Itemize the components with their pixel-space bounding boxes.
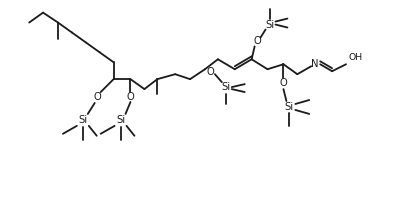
Text: O: O <box>126 92 134 102</box>
Text: O: O <box>93 92 101 102</box>
Text: Si: Si <box>221 82 230 92</box>
Text: Si: Si <box>78 115 87 125</box>
Text: O: O <box>253 37 261 47</box>
Text: O: O <box>279 78 287 88</box>
Text: N: N <box>311 59 318 69</box>
Text: Si: Si <box>264 20 273 30</box>
Text: OH: OH <box>348 53 362 62</box>
Text: O: O <box>206 67 213 77</box>
Text: Si: Si <box>116 115 125 125</box>
Text: Si: Si <box>284 102 293 112</box>
